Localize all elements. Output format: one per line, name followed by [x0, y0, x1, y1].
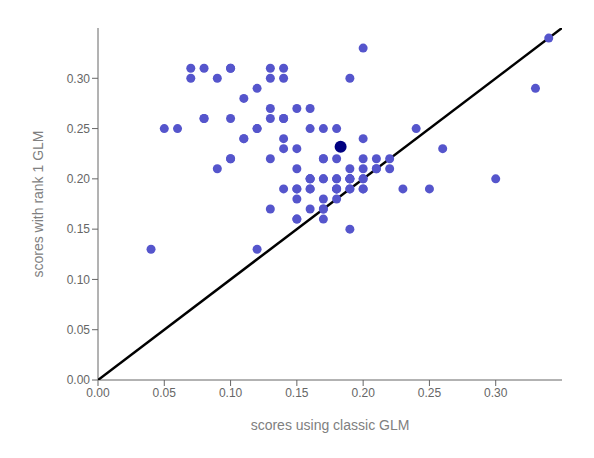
svg-text:0.30: 0.30: [484, 386, 508, 400]
svg-text:0.10: 0.10: [67, 273, 91, 287]
svg-text:0.10: 0.10: [219, 386, 243, 400]
svg-text:scores using classic GLM: scores using classic GLM: [251, 417, 410, 433]
svg-text:0.25: 0.25: [418, 386, 442, 400]
svg-text:scores with rank 1 GLM: scores with rank 1 GLM: [30, 130, 46, 277]
svg-text:0.05: 0.05: [67, 323, 91, 337]
svg-text:0.05: 0.05: [153, 386, 177, 400]
svg-text:0.00: 0.00: [67, 373, 91, 387]
svg-text:0.15: 0.15: [67, 222, 91, 236]
svg-text:0.30: 0.30: [67, 72, 91, 86]
svg-text:0.25: 0.25: [67, 122, 91, 136]
svg-text:0.00: 0.00: [86, 386, 110, 400]
svg-text:0.20: 0.20: [67, 172, 91, 186]
svg-text:0.15: 0.15: [285, 386, 309, 400]
svg-text:0.20: 0.20: [351, 386, 375, 400]
